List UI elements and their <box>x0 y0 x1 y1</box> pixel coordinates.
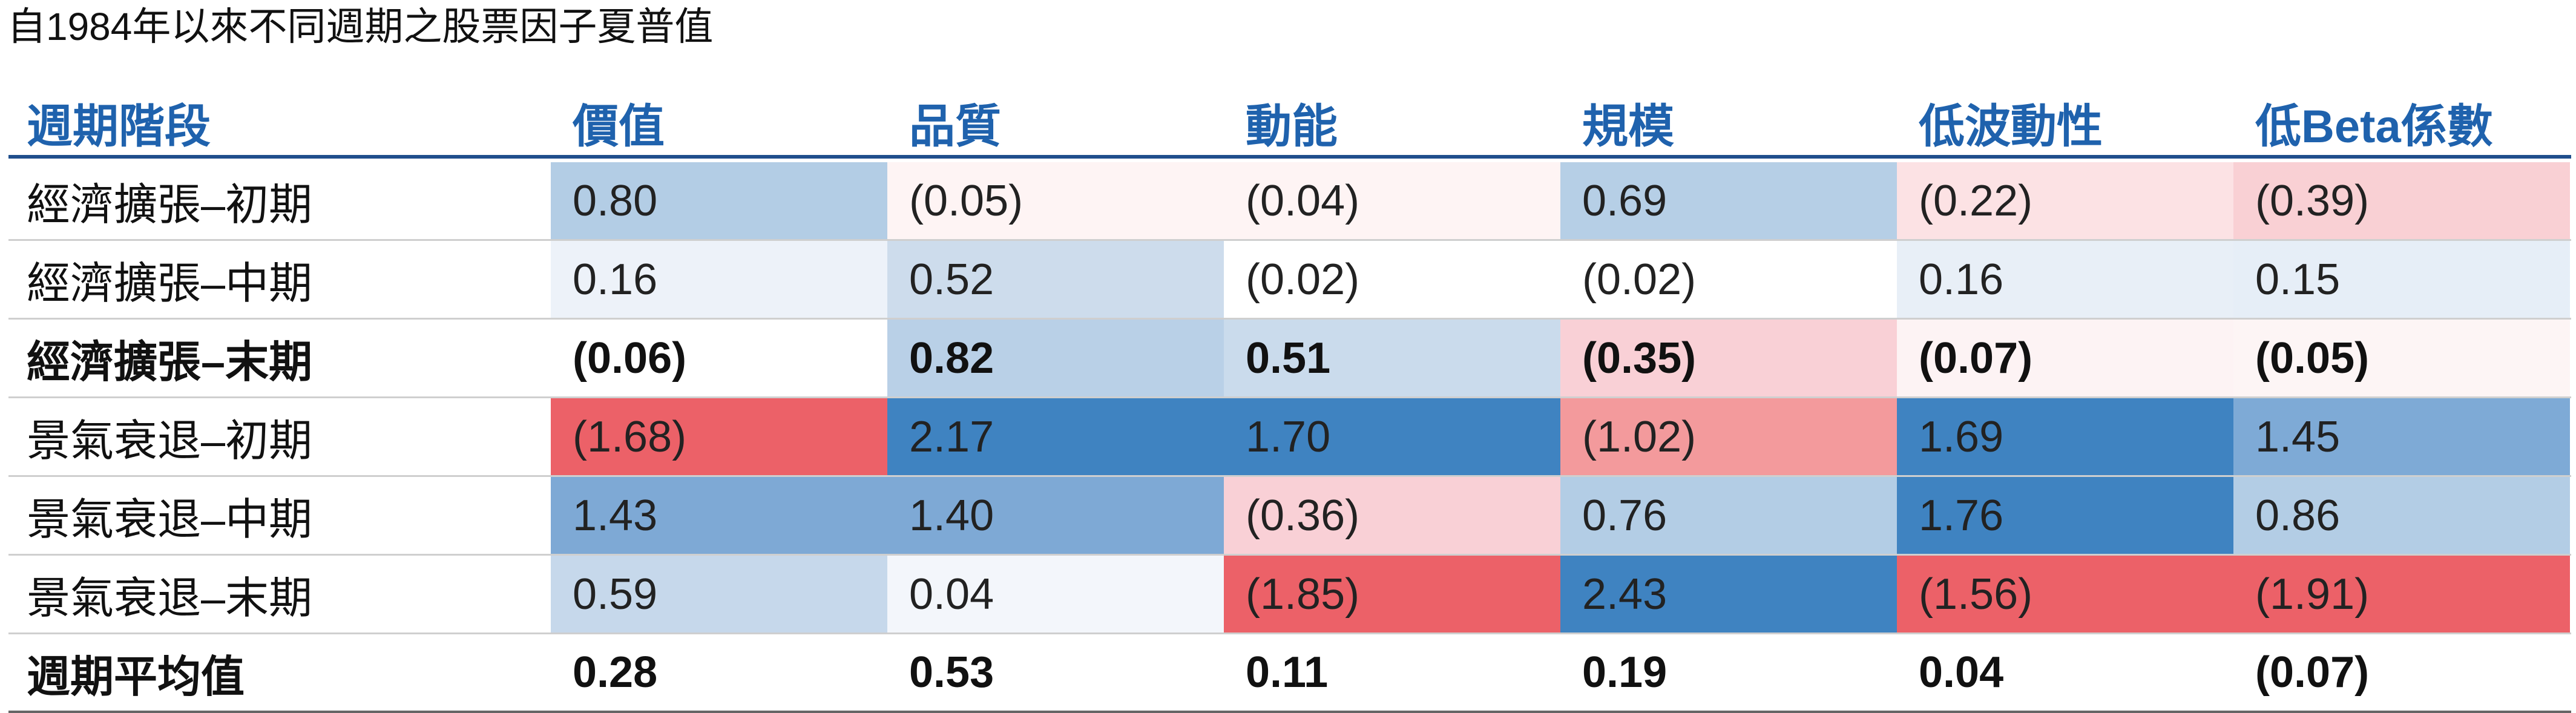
value-cell: (1.02) <box>1560 398 1897 475</box>
header-cell: 低Beta係數 <box>2255 101 2493 153</box>
row-label: 經濟擴張–末期 <box>27 338 313 387</box>
value-cell: (0.36) <box>1224 477 1560 554</box>
row-label: 經濟擴張–中期 <box>27 260 313 308</box>
value-cell: (0.02) <box>1560 241 1897 318</box>
table-row: 經濟擴張–中期 0.16 0.52 (0.02) (0.02) 0.16 0.15 <box>8 241 2571 320</box>
header-cell: 品質 <box>909 101 1001 153</box>
value-cell: (0.22) <box>1897 162 2233 239</box>
value-cell: (1.56) <box>1897 556 2233 632</box>
value-cell: 1.43 <box>551 477 887 554</box>
value-cell: 2.17 <box>887 398 1224 475</box>
table-row: 經濟擴張–初期 0.80 (0.05) (0.04) 0.69 (0.22) (0.39) <box>8 162 2571 241</box>
value-cell: 0.51 <box>1224 320 1560 396</box>
value-cell: 0.19 <box>1560 634 1897 711</box>
row-label: 景氣衰退–中期 <box>27 496 313 544</box>
table-row: 景氣衰退–中期 1.43 1.40 (0.36) 0.76 1.76 0.86 <box>8 477 2571 556</box>
row-label: 週期平均值 <box>27 652 245 702</box>
row-label: 景氣衰退–初期 <box>27 417 313 465</box>
value-cell: (0.35) <box>1560 320 1897 396</box>
value-cell: 1.70 <box>1224 398 1560 475</box>
value-cell: 0.86 <box>2233 477 2570 554</box>
value-cell: 0.59 <box>551 556 887 632</box>
value-cell: (0.02) <box>1224 241 1560 318</box>
table-row: 景氣衰退–末期 0.59 0.04 (1.85) 2.43 (1.56) (1.91) <box>8 556 2571 634</box>
value-cell: 0.11 <box>1224 634 1560 711</box>
value-cell: 0.04 <box>887 556 1224 632</box>
value-cell: 0.15 <box>2233 241 2570 318</box>
value-cell: (1.91) <box>2233 556 2570 632</box>
value-cell: 1.45 <box>2233 398 2570 475</box>
value-cell: 0.69 <box>1560 162 1897 239</box>
value-cell: (0.39) <box>2233 162 2570 239</box>
header-cell: 週期階段 <box>27 101 211 153</box>
header-cell: 動能 <box>1246 101 1338 153</box>
value-cell: 0.52 <box>887 241 1224 318</box>
value-cell: (0.04) <box>1224 162 1560 239</box>
row-label: 經濟擴張–初期 <box>27 181 313 229</box>
value-cell: (0.06) <box>551 320 887 396</box>
header-cell: 低波動性 <box>1919 101 2103 153</box>
value-cell: 0.80 <box>551 162 887 239</box>
value-cell: 0.53 <box>887 634 1224 711</box>
table-row: 經濟擴張–末期 (0.06) 0.82 0.51 (0.35) (0.07) (0.05) <box>8 320 2571 398</box>
value-cell: 0.16 <box>551 241 887 318</box>
value-cell: 1.76 <box>1897 477 2233 554</box>
value-cell: 0.28 <box>551 634 887 711</box>
value-cell: 0.76 <box>1560 477 1897 554</box>
value-cell: 0.16 <box>1897 241 2233 318</box>
value-cell: (0.05) <box>2233 320 2570 396</box>
header-cell: 價值 <box>573 101 665 153</box>
header-cell: 規模 <box>1582 101 1674 153</box>
value-cell: (0.07) <box>1897 320 2233 396</box>
table-row: 週期平均值 0.28 0.53 0.11 0.19 0.04 (0.07) <box>8 634 2571 713</box>
table-row: 景氣衰退–初期 (1.68) 2.17 1.70 (1.02) 1.69 1.45 <box>8 398 2571 477</box>
value-cell: 0.04 <box>1897 634 2233 711</box>
header-row: 週期階段 價值 品質 動能 規模 低波動性 低Beta係數 <box>8 90 2571 159</box>
row-label: 景氣衰退–末期 <box>27 574 313 623</box>
value-cell: (0.05) <box>887 162 1224 239</box>
value-cell: 2.43 <box>1560 556 1897 632</box>
value-cell: 1.69 <box>1897 398 2233 475</box>
title: 自1984年以來不同週期之股票因子夏普值 <box>7 5 714 48</box>
value-cell: (1.68) <box>551 398 887 475</box>
value-cell: (0.07) <box>2233 634 2570 711</box>
value-cell: (1.85) <box>1224 556 1560 632</box>
value-cell: 1.40 <box>887 477 1224 554</box>
value-cell: 0.82 <box>887 320 1224 396</box>
